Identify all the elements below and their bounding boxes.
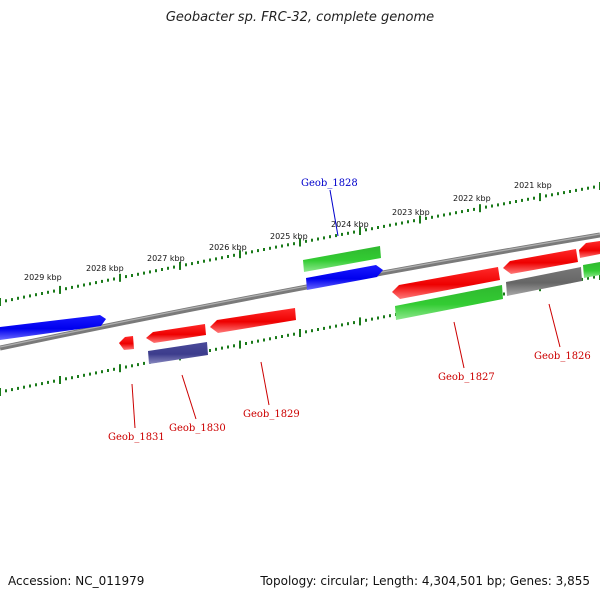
kbp-label-2021: 2021 kbp [514,181,552,190]
upper-tick-track [0,182,600,306]
kbp-label-2029: 2029 kbp [24,273,62,282]
gene-arrow-red-right[interactable] [579,241,600,258]
gene-arrow-geob-1831[interactable] [119,336,134,350]
gene-arrow-geob-1826[interactable] [503,249,578,274]
gene-arrow-geob-1828-feature[interactable] [303,246,381,272]
kbp-label-2022: 2022 kbp [453,194,491,203]
map-title: Geobacter sp. FRC-32, complete genome [165,10,435,25]
genome-summary-text: Topology: circular; Length: 4,304,501 bp… [260,574,590,588]
gene-arrow-geob-1830[interactable] [146,324,206,343]
gene-label-geob-1831[interactable]: Geob_1831 [108,432,165,443]
kbp-label-2024: 2024 kbp [331,220,369,229]
genome-backbone [0,232,600,351]
gene-arrow-geob-1827[interactable] [392,267,500,299]
gene-label-geob-1826[interactable]: Geob_1826 [534,351,591,362]
kbp-label-2023: 2023 kbp [392,208,430,217]
gene-arrows [0,241,600,364]
gene-arrow-green-right[interactable] [583,262,600,278]
gene-arrow-blue-left[interactable] [0,315,106,340]
kbp-label-2025: 2025 kbp [270,232,308,241]
gene-arrow-geob-1827-feature[interactable] [395,285,503,320]
kbp-label-2026: 2026 kbp [209,243,247,252]
label-leaders [131,189,561,429]
gene-label-geob-1830[interactable]: Geob_1830 [169,423,226,434]
gene-label-geob-1829[interactable]: Geob_1829 [243,409,300,420]
accession-text: Accession: NC_011979 [8,574,145,588]
kbp-label-2027: 2027 kbp [147,254,185,263]
gene-label-geob-1827[interactable]: Geob_1827 [438,372,495,383]
gene-arrow-geob-1826-feature[interactable] [506,267,582,296]
kbp-label-2028: 2028 kbp [86,264,124,273]
gene-arrow-geob-1829[interactable] [210,308,296,333]
gene-arrow-geob-1830-feature[interactable] [148,342,208,364]
gene-arrow-geob-1828[interactable] [306,265,383,290]
gene-label-geob-1828[interactable]: Geob_1828 [301,178,358,189]
